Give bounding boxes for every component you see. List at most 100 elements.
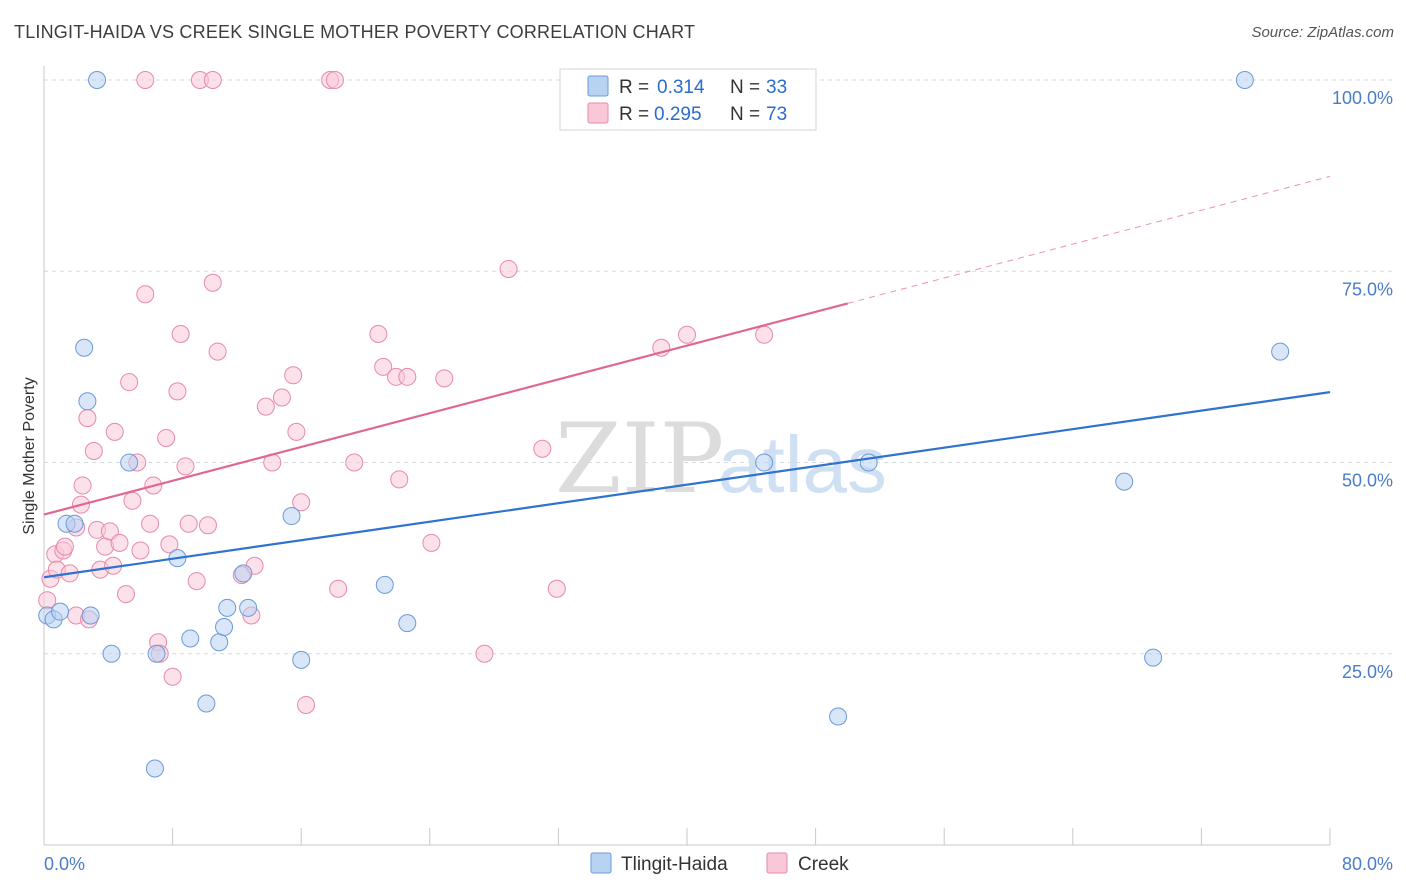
creek-point — [160, 535, 179, 554]
x-tick-label: 80.0% — [1342, 854, 1393, 874]
creek-series — [38, 71, 774, 715]
legend-label-creek: Creek — [798, 854, 849, 875]
creek-point — [272, 388, 291, 407]
correlation-legend: R = 0.314 N = 33 R = 0.295 N = 73 — [559, 68, 817, 131]
creek-point — [110, 533, 129, 552]
series-legend: Tlingit-Haida Creek — [590, 852, 849, 875]
tlingit-haida-point — [51, 602, 70, 621]
watermark-zip: ZIP — [555, 403, 724, 515]
creek-point — [329, 579, 348, 598]
creek-point — [176, 457, 195, 476]
creek-point — [123, 491, 142, 510]
creek-point — [105, 422, 124, 441]
tlingit-haida-point — [75, 338, 94, 357]
creek-point — [435, 369, 454, 388]
creek-point — [499, 259, 518, 278]
tlingit-haida-point — [1115, 472, 1134, 491]
creek-point — [547, 579, 566, 598]
creek-point — [203, 273, 222, 292]
legend-n-value: 73 — [766, 104, 787, 125]
y-axis-label: Single Mother Poverty — [21, 377, 38, 534]
creek-point — [287, 422, 306, 441]
y-tick-label: 75.0% — [1342, 279, 1393, 299]
tlingit-haida-point — [292, 650, 311, 669]
creek-point — [198, 516, 217, 535]
legend-n-label: N = — [730, 77, 760, 98]
creek-point — [678, 325, 696, 344]
creek-point — [369, 324, 388, 343]
creek-point — [163, 667, 182, 686]
creek-point — [136, 285, 155, 304]
creek-point — [116, 585, 135, 604]
tlingit-haida-point — [239, 598, 258, 617]
tlingit-haida-point — [1144, 648, 1163, 667]
legend-n-label: N = — [730, 104, 760, 125]
legend-r-value: 0.314 — [657, 77, 705, 98]
y-tick-label: 100.0% — [1332, 88, 1393, 108]
creek-point — [171, 324, 190, 343]
tlingit-haida-point — [1271, 342, 1290, 361]
creek-point — [141, 514, 160, 533]
creek-point — [131, 541, 150, 560]
tlingit-haida-point — [1235, 71, 1254, 89]
tlingit-haida-point — [197, 694, 216, 713]
legend-label-tlingit-haida: Tlingit-Haida — [621, 854, 728, 875]
creek-trend-line — [43, 302, 849, 516]
tlingit-haida-point — [375, 575, 394, 594]
creek-point — [73, 476, 92, 495]
source-label: Source: ZipAtlas.com — [1251, 24, 1394, 41]
creek-point — [284, 366, 303, 385]
y-tick-label: 50.0% — [1342, 471, 1393, 491]
creek-point — [398, 367, 417, 386]
chart-title: TLINGIT-HAIDA VS CREEK SINGLE MOTHER POV… — [14, 22, 696, 42]
creek-point — [84, 442, 103, 461]
creek-point — [256, 397, 275, 416]
legend-swatch-tlingit-haida — [590, 852, 612, 874]
creek-point — [55, 537, 74, 556]
trend-lines — [43, 175, 1331, 579]
legend-r-value: 0.295 — [654, 104, 702, 125]
tick-labels: 25.0% 50.0% 75.0% 100.0% 0.0% 80.0% — [44, 88, 1393, 874]
legend-n-value: 33 — [766, 77, 787, 98]
creek-point — [120, 373, 139, 392]
tlingit-haida-point — [282, 507, 301, 526]
creek-point — [422, 533, 441, 552]
tlingit-haida-point — [81, 606, 100, 625]
creek-point — [78, 409, 97, 428]
tlingit-haida-point — [78, 392, 97, 411]
tlingit-haida-point — [215, 617, 234, 636]
tlingit-haida-point — [755, 453, 774, 472]
tlingit-haida-point — [147, 644, 166, 663]
tlingit-haida-point — [859, 453, 878, 472]
creek-point — [168, 382, 187, 401]
tlingit-haida-point — [234, 564, 253, 583]
tlingit-haida-point — [145, 759, 164, 778]
creek-point — [100, 522, 119, 541]
creek-point — [203, 71, 222, 89]
creek-trend-extension — [847, 175, 1331, 304]
tlingit-haida-point — [65, 514, 84, 533]
creek-point — [374, 357, 393, 376]
tlingit-haida-series — [38, 71, 1290, 778]
creek-point — [187, 572, 206, 591]
tlingit-haida-point — [88, 71, 107, 89]
creek-point — [755, 325, 774, 344]
axes — [43, 66, 1331, 846]
tlingit-haida-point — [398, 614, 417, 633]
creek-point — [179, 514, 198, 533]
tlingit-haida-point — [829, 707, 848, 726]
creek-point — [533, 439, 552, 458]
creek-point — [297, 696, 316, 715]
tlingit-haida-trend-line — [43, 391, 1331, 579]
legend-swatch-tlingit-haida — [587, 75, 609, 97]
creek-point — [157, 429, 176, 448]
creek-point — [345, 453, 364, 472]
tlingit-haida-point — [218, 598, 237, 617]
legend-swatch-creek — [766, 852, 788, 874]
legend-r-label: R = — [619, 77, 649, 98]
creek-point — [208, 342, 227, 361]
x-tick-label: 0.0% — [44, 854, 85, 874]
tlingit-haida-point — [102, 644, 121, 663]
watermark-atlas: atlas — [718, 420, 887, 509]
watermark: ZIP atlas — [555, 403, 887, 515]
